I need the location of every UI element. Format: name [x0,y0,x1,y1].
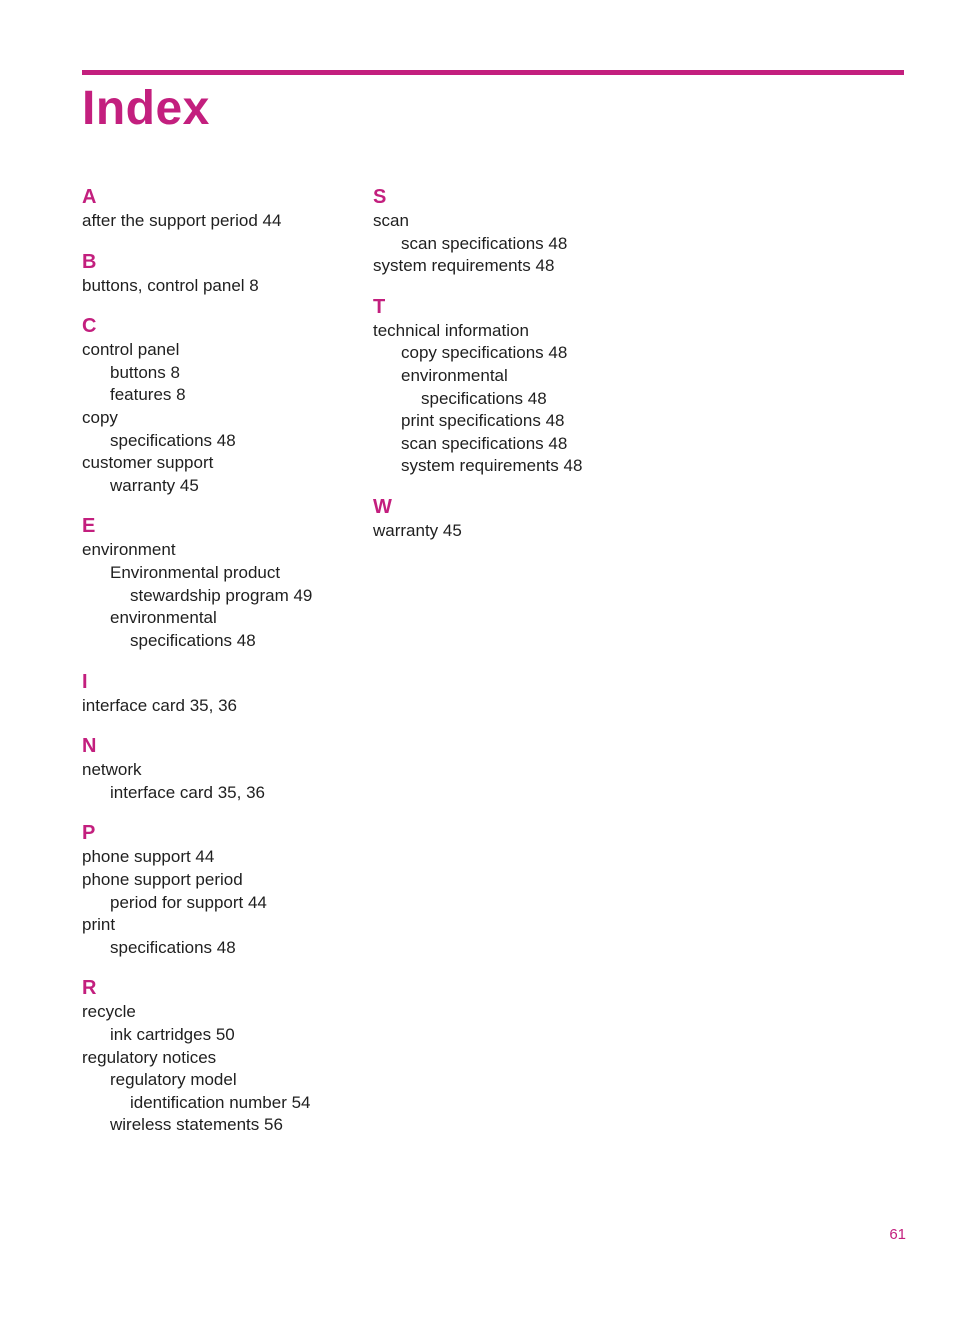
index-entry: environment [82,539,347,562]
title-rule [82,70,904,75]
index-column: Aafter the support period 44 Bbuttons, co… [82,186,347,1155]
index-entry: scan [373,210,638,233]
index-entry: system requirements 48 [373,255,638,278]
index-entry: interface card 35, 36 [82,695,347,718]
index-entry: buttons, control panel 8 [82,275,347,298]
index-entry: print specifications 48 [373,410,638,433]
index-entry: network [82,759,347,782]
index-entry: stewardship program 49 [82,585,347,608]
index-section: Ccontrol panelbuttons 8features 8copyspe… [82,315,347,497]
index-letter: I [82,671,347,694]
index-letter: N [82,735,347,758]
index-section: Nnetworkinterface card 35, 36 [82,735,347,804]
index-section: Pphone support 44phone support periodper… [82,822,347,959]
index-entry: copy specifications 48 [373,342,638,365]
index-entry: phone support 44 [82,846,347,869]
index-entry: warranty 45 [82,475,347,498]
index-entry: specifications 48 [82,937,347,960]
index-entry: technical information [373,320,638,343]
index-entry: environmental [82,607,347,630]
index-column: Sscanscan specifications 48system requir… [373,186,638,1155]
index-entry: specifications 48 [373,388,638,411]
index-entry: customer support [82,452,347,475]
index-entry: regulatory model [82,1069,347,1092]
index-entry: control panel [82,339,347,362]
index-entry: phone support period [82,869,347,892]
index-entry: scan specifications 48 [373,433,638,456]
index-section: Ttechnical informationcopy specification… [373,296,638,478]
index-entry: warranty 45 [373,520,638,543]
index-entry: system requirements 48 [373,455,638,478]
index-entry: print [82,914,347,937]
index-entry: identification number 54 [82,1092,347,1115]
index-entry: specifications 48 [82,630,347,653]
index-entry: Environmental product [82,562,347,585]
index-letter: S [373,186,638,209]
index-letter: P [82,822,347,845]
page-title: Index [82,81,904,136]
index-columns: Aafter the support period 44 Bbuttons, co… [82,186,904,1155]
index-section: Wwarranty 45 [373,496,638,543]
index-entry: copy [82,407,347,430]
index-section: Bbuttons, control panel 8 [82,251,347,298]
index-entry: scan specifications 48 [373,233,638,256]
index-entry: interface card 35, 36 [82,782,347,805]
index-letter: W [373,496,638,519]
index-entry: buttons 8 [82,362,347,385]
index-letter: T [373,296,638,319]
index-letter: R [82,977,347,1000]
index-entry: regulatory notices [82,1047,347,1070]
index-letter: E [82,515,347,538]
index-entry: period for support 44 [82,892,347,915]
index-section: Aafter the support period 44 [82,186,347,233]
index-section: Iinterface card 35, 36 [82,671,347,718]
index-letter: C [82,315,347,338]
index-section: Rrecycleink cartridges 50regulatory noti… [82,977,347,1137]
index-entry: specifications 48 [82,430,347,453]
index-section: EenvironmentEnvironmental productsteward… [82,515,347,652]
index-letter: B [82,251,347,274]
index-entry: environmental [373,365,638,388]
page-number: 61 [889,1226,906,1243]
index-entry: wireless statements 56 [82,1114,347,1137]
index-letter: A [82,186,347,209]
index-entry: features 8 [82,384,347,407]
index-entry: ink cartridges 50 [82,1024,347,1047]
index-section: Sscanscan specifications 48system requir… [373,186,638,278]
index-entry: after the support period 44 [82,210,347,233]
document-page: Index Aafter the support period 44 Bbutto… [0,0,954,1195]
index-entry: recycle [82,1001,347,1024]
